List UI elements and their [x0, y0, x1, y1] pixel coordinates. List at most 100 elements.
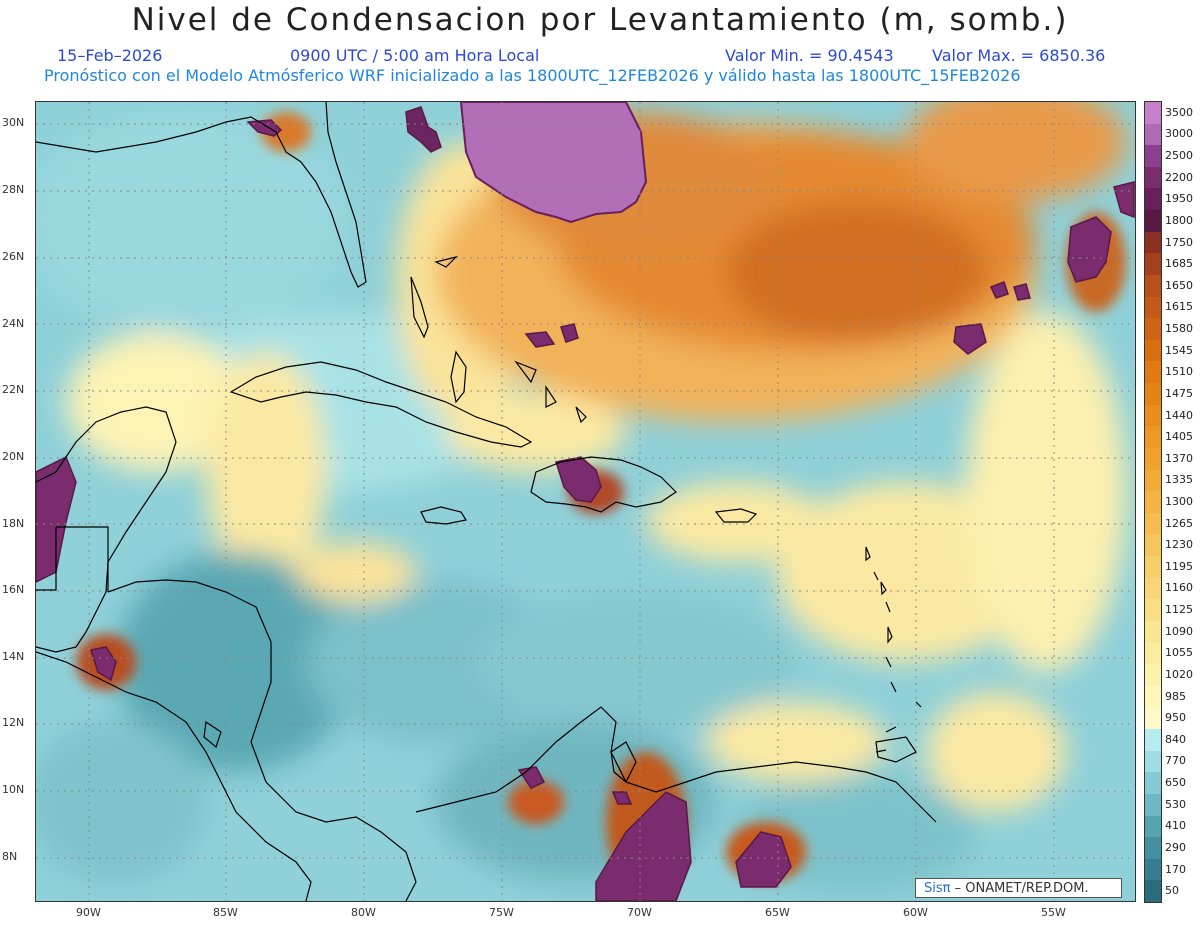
colorbar-segment — [1145, 577, 1161, 600]
colorbar-label: 1545 — [1165, 343, 1193, 357]
forecast-date: 15–Feb–2026 — [57, 46, 163, 65]
colorbar-segment — [1145, 318, 1161, 341]
colorbar-segment — [1145, 253, 1161, 276]
colorbar-segment — [1145, 750, 1161, 773]
colorbar-label: 1370 — [1165, 451, 1193, 465]
colorbar-label: 1650 — [1165, 278, 1193, 292]
colorbar-label: 1405 — [1165, 430, 1193, 444]
credit-text: – ONAMET/REP.DOM. — [954, 881, 1089, 896]
colorbar-segment — [1145, 664, 1161, 687]
colorbar-label: 50 — [1165, 884, 1179, 898]
map-title: Nivel de Condensacion por Levantamiento … — [131, 2, 1069, 38]
forecast-time: 0900 UTC / 5:00 am Hora Local — [290, 46, 540, 65]
colorbar-label: 2500 — [1165, 149, 1193, 163]
colorbar-label: 2200 — [1165, 170, 1193, 184]
colorbar-segment — [1145, 512, 1161, 535]
colorbar-segment — [1145, 123, 1161, 146]
colorbar-segment — [1145, 620, 1161, 644]
colorbar-label: 1160 — [1165, 581, 1193, 595]
forecast-subtitle: Pronóstico con el Modelo Atmósferico WRF… — [44, 66, 1021, 85]
lon-label: 80W — [351, 906, 376, 919]
colorbar-label: 1090 — [1165, 624, 1193, 638]
colorbar-label: 290 — [1165, 840, 1186, 854]
colorbar-segment — [1145, 361, 1161, 384]
lon-label: 70W — [627, 906, 652, 919]
colorbar-segment — [1145, 339, 1161, 362]
colorbar-label: 1440 — [1165, 408, 1193, 422]
colorbar-segment — [1145, 145, 1161, 168]
colorbar-segment — [1145, 793, 1161, 816]
colorbar-label: 1750 — [1165, 235, 1193, 249]
colorbar-label: 1615 — [1165, 300, 1193, 314]
colorbar-segment — [1145, 447, 1161, 471]
colorbar-segment — [1145, 599, 1161, 622]
colorbar-label: 1510 — [1165, 365, 1193, 379]
colorbar-label: 1230 — [1165, 538, 1193, 552]
colorbar — [1144, 101, 1162, 903]
lat-label: 16N — [2, 583, 25, 596]
colorbar-segment — [1145, 534, 1161, 557]
colorbar-label: 1950 — [1165, 192, 1193, 206]
lon-label: 55W — [1041, 906, 1066, 919]
colorbar-label: 1335 — [1165, 473, 1193, 487]
credit-box: Sisπ – ONAMET/REP.DOM. — [915, 878, 1122, 898]
colorbar-segment — [1145, 102, 1161, 125]
lat-label: 22N — [2, 383, 25, 396]
lon-label: 90W — [76, 906, 101, 919]
colorbar-label: 1125 — [1165, 603, 1193, 617]
colorbar-segment — [1145, 815, 1161, 838]
lat-label: 10N — [2, 783, 25, 796]
colorbar-segment — [1145, 772, 1161, 795]
colorbar-segment — [1145, 707, 1161, 730]
lon-label: 60W — [903, 906, 928, 919]
lat-label: 26N — [2, 250, 25, 263]
colorbar-segment — [1145, 469, 1161, 492]
lat-label: 30N — [2, 116, 25, 129]
colorbar-label: 530 — [1165, 797, 1186, 811]
colorbar-segment — [1145, 404, 1161, 427]
colorbar-label: 1055 — [1165, 646, 1193, 660]
colorbar-segment — [1145, 296, 1161, 319]
colorbar-segment — [1145, 188, 1161, 211]
colorbar-segment — [1145, 685, 1161, 708]
colorbar-segment — [1145, 858, 1161, 881]
lat-label: 12N — [2, 716, 25, 729]
colorbar-segment — [1145, 729, 1161, 752]
colorbar-label: 1265 — [1165, 516, 1193, 530]
colorbar-label: 1800 — [1165, 213, 1193, 227]
colorbar-label: 1580 — [1165, 322, 1193, 336]
lat-label: 28N — [2, 183, 25, 196]
colorbar-label: 1020 — [1165, 667, 1193, 681]
colorbar-label: 950 — [1165, 711, 1186, 725]
lon-label: 85W — [213, 906, 238, 919]
lon-label: 75W — [489, 906, 514, 919]
lcl-field-map — [36, 102, 1135, 901]
colorbar-label: 1300 — [1165, 495, 1193, 508]
colorbar-label: 1475 — [1165, 386, 1193, 400]
colorbar-segment — [1145, 274, 1161, 298]
colorbar-segment — [1145, 642, 1161, 665]
lon-label: 65W — [765, 906, 790, 919]
lat-label: 24N — [2, 317, 25, 330]
lat-label: 20N — [2, 450, 25, 463]
colorbar-segment — [1145, 231, 1161, 254]
colorbar-segment — [1145, 880, 1161, 903]
colorbar-segment — [1145, 556, 1161, 579]
lat-label: 18N — [2, 517, 25, 530]
colorbar-label: 410 — [1165, 819, 1186, 833]
colorbar-segment — [1145, 383, 1161, 406]
colorbar-segment — [1145, 210, 1161, 233]
colorbar-segment — [1145, 426, 1161, 449]
coastlines — [36, 102, 937, 901]
purple-contours — [36, 102, 1135, 901]
colorbar-segment — [1145, 166, 1161, 189]
colorbar-label: 985 — [1165, 689, 1186, 703]
colorbar-label: 3500 — [1165, 105, 1193, 119]
colorbar-label: 770 — [1165, 754, 1186, 768]
map-panel — [35, 101, 1136, 902]
colorbar-label: 170 — [1165, 862, 1186, 876]
colorbar-segment — [1145, 491, 1161, 514]
colorbar-label: 650 — [1165, 776, 1186, 790]
min-value: Valor Min. = 90.4543 — [725, 46, 894, 65]
colorbar-label: 1195 — [1165, 559, 1193, 573]
